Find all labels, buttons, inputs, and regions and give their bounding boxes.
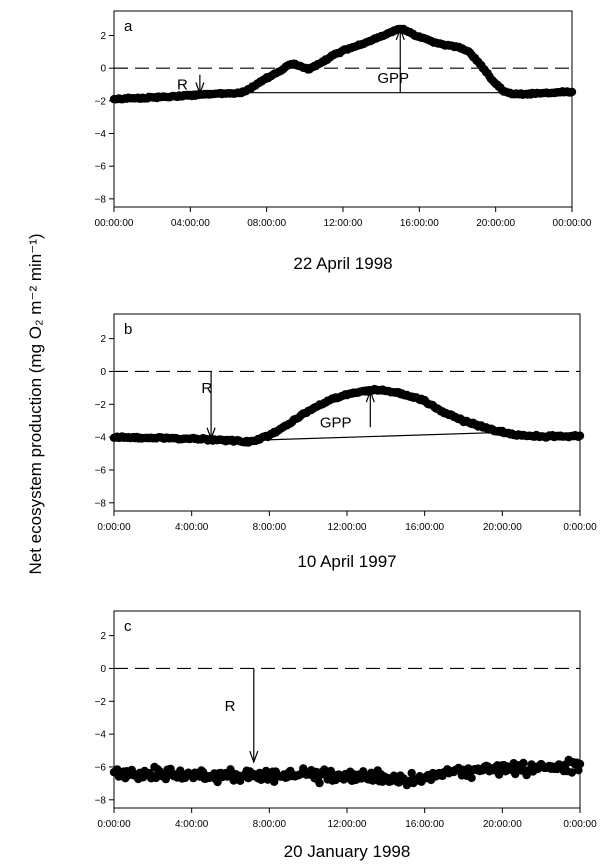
- y-tick-label: 0: [100, 367, 106, 378]
- x-tick-label: 12:00:00: [324, 218, 363, 229]
- annotation-arrow-head: [395, 27, 405, 41]
- x-tick-label: 4:00:00: [175, 819, 209, 830]
- y-tick-label: −8: [95, 498, 107, 509]
- x-tick-label: 0:00:00: [563, 522, 597, 533]
- x-tick-label: 00:00:00: [553, 218, 592, 229]
- panel-label: a: [124, 18, 133, 35]
- panel-a: 2 0 −2 −4 −6 −8 00:00:00 04:00:00 08:00:00 12:00:…: [95, 10, 592, 273]
- y-tick-label: −6: [95, 465, 107, 476]
- respiration-baseline: [249, 431, 509, 442]
- x-tick-label: 04:00:00: [171, 218, 210, 229]
- y-tick-label: −2: [95, 400, 107, 411]
- y-axis-label: Net ecosystem production (mg O₂ m⁻² min⁻…: [26, 233, 45, 574]
- x-tick-label: 12:00:00: [328, 522, 367, 533]
- x-tick-label: 00:00:00: [95, 218, 134, 229]
- y-tick-label: −6: [95, 762, 107, 773]
- y-tick-label: 2: [100, 31, 106, 42]
- y-tick-label: 0: [100, 64, 106, 75]
- annotation-label: R: [201, 380, 212, 397]
- data-point: [575, 431, 585, 440]
- x-tick-label: 0:00:00: [97, 819, 131, 830]
- x-tick-label: 20:00:00: [476, 218, 515, 229]
- y-tick-label: −4: [95, 129, 107, 140]
- annotation-label: GPP: [320, 414, 352, 431]
- x-axis-date-label: 20 January 1998: [284, 842, 411, 861]
- panel-c: 2 0 −2 −4 −6 −8 0:00:00 4:00:00 8:00:00 12:00:00 1…: [95, 610, 597, 861]
- y-tick-label: −8: [95, 795, 107, 806]
- y-tick-label: −2: [95, 697, 107, 708]
- data-point: [575, 759, 585, 769]
- x-tick-label: 16:00:00: [405, 522, 444, 533]
- data-point: [519, 758, 528, 768]
- plot-frame: [113, 10, 573, 208]
- panel-label: b: [124, 321, 132, 338]
- annotation-arrow-head: [249, 750, 259, 764]
- plot-frame: [113, 313, 581, 512]
- y-tick-label: −4: [95, 433, 107, 444]
- data-points: [109, 755, 585, 790]
- x-axis-date-label: 10 April 1997: [297, 552, 396, 571]
- x-tick-label: 0:00:00: [563, 819, 597, 830]
- annotation-label: GPP: [377, 70, 409, 87]
- y-tick-label: 2: [100, 631, 106, 642]
- x-tick-label: 4:00:00: [175, 522, 209, 533]
- x-tick-label: 20:00:00: [483, 819, 522, 830]
- y-tick-label: −6: [95, 162, 107, 173]
- y-tick-label: −4: [95, 730, 107, 741]
- x-tick-label: 08:00:00: [247, 218, 286, 229]
- x-axis-date-label: 22 April 1998: [293, 254, 392, 273]
- x-tick-label: 20:00:00: [483, 522, 522, 533]
- data-point: [315, 778, 324, 788]
- y-tick-label: −2: [95, 96, 107, 107]
- data-point: [567, 87, 577, 97]
- annotation-label: R: [177, 77, 188, 94]
- x-tick-label: 16:00:00: [405, 819, 444, 830]
- annotation-label: R: [225, 698, 236, 715]
- annotation-arrow-head: [195, 82, 205, 96]
- data-points: [109, 24, 577, 104]
- x-tick-label: 8:00:00: [253, 522, 287, 533]
- panel-b: 2 0 −2 −4 −6 −8 0:00:00 4:00:00 8:00:00 12:00:00 1…: [95, 313, 597, 571]
- data-point: [407, 768, 416, 778]
- y-tick-label: −8: [95, 194, 107, 205]
- x-tick-label: 16:00:00: [400, 218, 439, 229]
- data-point: [567, 768, 577, 777]
- annotation-arrow-head: [206, 427, 216, 441]
- annotation-arrow-head: [365, 389, 375, 403]
- x-tick-label: 0:00:00: [97, 522, 131, 533]
- y-tick-label: 0: [100, 664, 106, 675]
- data-point: [467, 773, 476, 783]
- data-point: [494, 770, 504, 779]
- y-tick-label: 2: [100, 334, 106, 345]
- x-tick-label: 8:00:00: [253, 819, 287, 830]
- panel-label: c: [124, 618, 132, 635]
- x-tick-label: 12:00:00: [328, 819, 367, 830]
